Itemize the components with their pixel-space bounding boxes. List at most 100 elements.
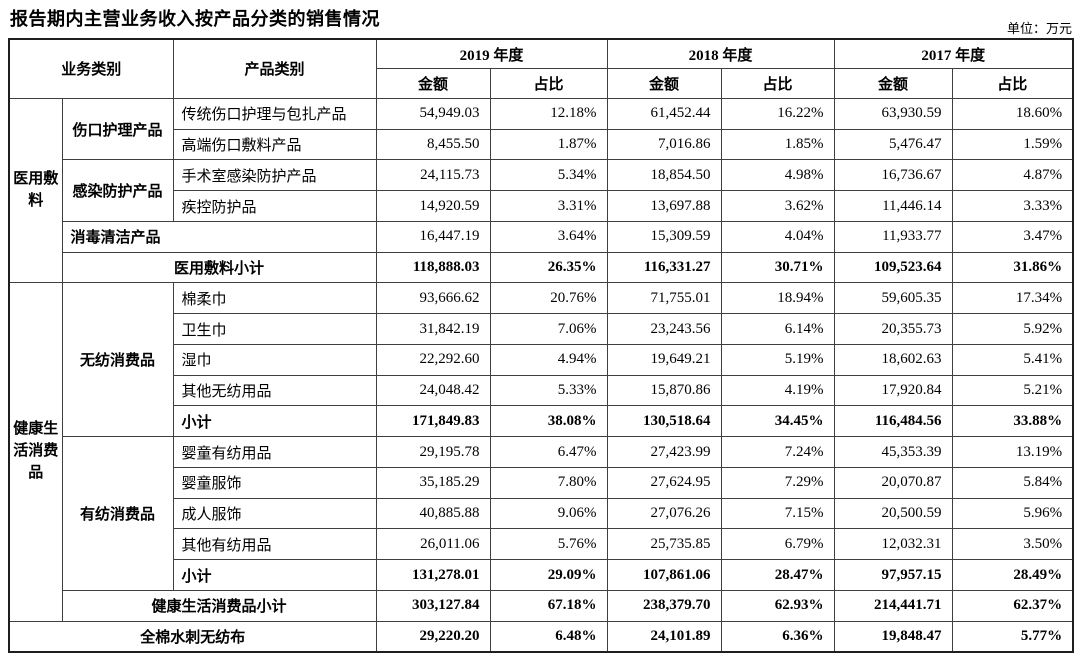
ratio-cell: 28.49%	[951, 559, 1074, 591]
amount-cell: 27,423.99	[606, 436, 722, 468]
amount-cell: 93,666.62	[375, 282, 491, 315]
ratio-cell: 9.06%	[489, 497, 608, 530]
product-cell: 棉柔巾	[172, 282, 377, 315]
ratio-cell: 5.84%	[951, 466, 1074, 499]
ratio-cell: 4.98%	[720, 159, 835, 192]
ratio-cell: 38.08%	[489, 405, 608, 438]
amount-cell: 20,070.87	[833, 466, 953, 499]
amount-cell: 25,735.85	[606, 528, 722, 561]
product-cell: 成人服饰	[172, 497, 377, 530]
ratio-cell: 7.29%	[720, 466, 835, 499]
ratio-cell: 5.92%	[951, 313, 1074, 345]
ratio-cell: 1.87%	[489, 128, 608, 161]
amount-cell: 59,605.35	[833, 282, 953, 315]
amount-cell: 31,842.19	[375, 313, 491, 345]
subtotal-label: 健康生活消费品小计	[61, 589, 377, 622]
ratio-cell: 5.34%	[489, 159, 608, 192]
product-cell: 传统伤口护理与包扎产品	[172, 97, 377, 130]
amount-cell: 13,697.88	[606, 190, 722, 222]
amount-cell: 116,331.27	[606, 251, 722, 284]
ratio-cell: 5.41%	[951, 343, 1074, 376]
unit-label: 单位：万元	[1006, 21, 1072, 36]
product-cell: 其他无纺用品	[172, 374, 377, 407]
ratio-cell: 3.47%	[951, 220, 1074, 253]
ratio-cell: 5.77%	[951, 620, 1074, 653]
ratio-cell: 5.21%	[951, 374, 1074, 407]
ratio-header-2018: 占比	[720, 68, 835, 99]
ratio-cell: 20.76%	[489, 282, 608, 315]
amount-cell: 54,949.03	[375, 97, 491, 130]
group-cell-healthy-living: 健康生活消费品	[8, 282, 63, 622]
amount-cell: 29,195.78	[375, 436, 491, 468]
amount-cell: 11,933.77	[833, 220, 953, 253]
ratio-cell: 4.04%	[720, 220, 835, 253]
table-row: 消毒清洁产品 16,447.19 3.64% 15,309.59 4.04% 1…	[9, 220, 1074, 253]
ratio-cell: 5.33%	[489, 374, 608, 407]
table-row: 医用敷料 伤口护理产品 传统伤口护理与包扎产品 54,949.03 12.18%…	[8, 97, 1074, 284]
amount-cell: 61,452.44	[606, 97, 722, 130]
subtotal-row-woven: 小计 131,278.01 29.09% 107,861.06 28.47% 9…	[9, 559, 1074, 591]
product-cell: 卫生巾	[172, 313, 377, 345]
amount-cell: 20,500.59	[833, 497, 953, 530]
amount-cell: 16,447.19	[375, 220, 491, 253]
amount-header-2017: 金额	[833, 68, 953, 99]
ratio-cell: 7.15%	[720, 497, 835, 530]
page-title: 报告期内主营业务收入按产品分类的销售情况	[10, 9, 380, 29]
amount-cell: 214,441.71	[833, 589, 953, 622]
product-cell: 手术室感染防护产品	[172, 159, 377, 192]
table-row: 有纺消费品 婴童有纺用品 29,195.78 6.47% 27,423.99 7…	[9, 436, 1074, 591]
ratio-cell: 6.36%	[720, 620, 835, 653]
product-cell: 婴童有纺用品	[172, 436, 377, 468]
year-header-2017: 2017 年度	[833, 38, 1074, 70]
ratio-cell: 3.62%	[720, 190, 835, 222]
ratio-cell: 6.79%	[720, 528, 835, 561]
amount-header-2019: 金额	[375, 68, 491, 99]
table-row: 其他有纺用品 26,011.06 5.76% 25,735.85 6.79% 1…	[9, 528, 1074, 561]
business-category-header: 业务类别	[8, 38, 174, 99]
amount-cell: 116,484.56	[833, 405, 953, 438]
table-row: 疾控防护品 14,920.59 3.31% 13,697.88 3.62% 11…	[9, 190, 1074, 222]
amount-cell: 130,518.64	[606, 405, 722, 438]
product-cell: 湿巾	[172, 343, 377, 376]
amount-cell: 35,185.29	[375, 466, 491, 499]
ratio-header-2017: 占比	[951, 68, 1074, 99]
amount-cell: 24,048.42	[375, 374, 491, 407]
amount-cell: 171,849.83	[375, 405, 491, 438]
ratio-cell: 4.87%	[951, 159, 1074, 192]
subtotal-row-nonwoven: 小计 171,849.83 38.08% 130,518.64 34.45% 1…	[9, 405, 1074, 438]
ratio-cell: 7.06%	[489, 313, 608, 345]
subtotal-label: 小计	[172, 559, 377, 591]
amount-cell: 7,016.86	[606, 128, 722, 161]
amount-cell: 40,885.88	[375, 497, 491, 530]
amount-cell: 118,888.03	[375, 251, 491, 284]
amount-cell: 11,446.14	[833, 190, 953, 222]
subtotal-label: 小计	[172, 405, 377, 438]
year-header-2019: 2019 年度	[375, 38, 608, 70]
ratio-cell: 62.93%	[720, 589, 835, 622]
table-row: 健康生活消费品 无纺消费品 棉柔巾 93,666.62 20.76% 71,75…	[8, 282, 1074, 622]
ratio-cell: 7.80%	[489, 466, 608, 499]
subgroup-cell-woven: 有纺消费品	[61, 436, 174, 591]
amount-cell: 5,476.47	[833, 128, 953, 161]
ratio-cell: 18.60%	[951, 97, 1074, 130]
product-cell: 其他有纺用品	[172, 528, 377, 561]
product-category-header: 产品类别	[172, 38, 377, 99]
ratio-cell: 3.33%	[951, 190, 1074, 222]
ratio-cell: 3.50%	[951, 528, 1074, 561]
ratio-cell: 67.18%	[489, 589, 608, 622]
product-cell-disinfection: 消毒清洁产品	[61, 220, 377, 253]
amount-cell: 26,011.06	[375, 528, 491, 561]
amount-cell: 303,127.84	[375, 589, 491, 622]
ratio-cell: 3.64%	[489, 220, 608, 253]
ratio-cell: 3.31%	[489, 190, 608, 222]
amount-cell: 23,243.56	[606, 313, 722, 345]
ratio-cell: 4.19%	[720, 374, 835, 407]
sales-by-product-table: 业务类别 产品类别 2019 年度 2018 年度 2017 年度 金额 占比 …	[8, 38, 1075, 653]
ratio-cell: 5.96%	[951, 497, 1074, 530]
product-cell: 疾控防护品	[172, 190, 377, 222]
row-spunlace-nonwoven: 全棉水刺无纺布 29,220.20 6.48% 24,101.89 6.36% …	[8, 620, 1074, 653]
amount-cell: 15,309.59	[606, 220, 722, 253]
category-label: 全棉水刺无纺布	[8, 620, 377, 653]
subtotal-row-medical: 医用敷料小计 118,888.03 26.35% 116,331.27 30.7…	[9, 251, 1074, 284]
